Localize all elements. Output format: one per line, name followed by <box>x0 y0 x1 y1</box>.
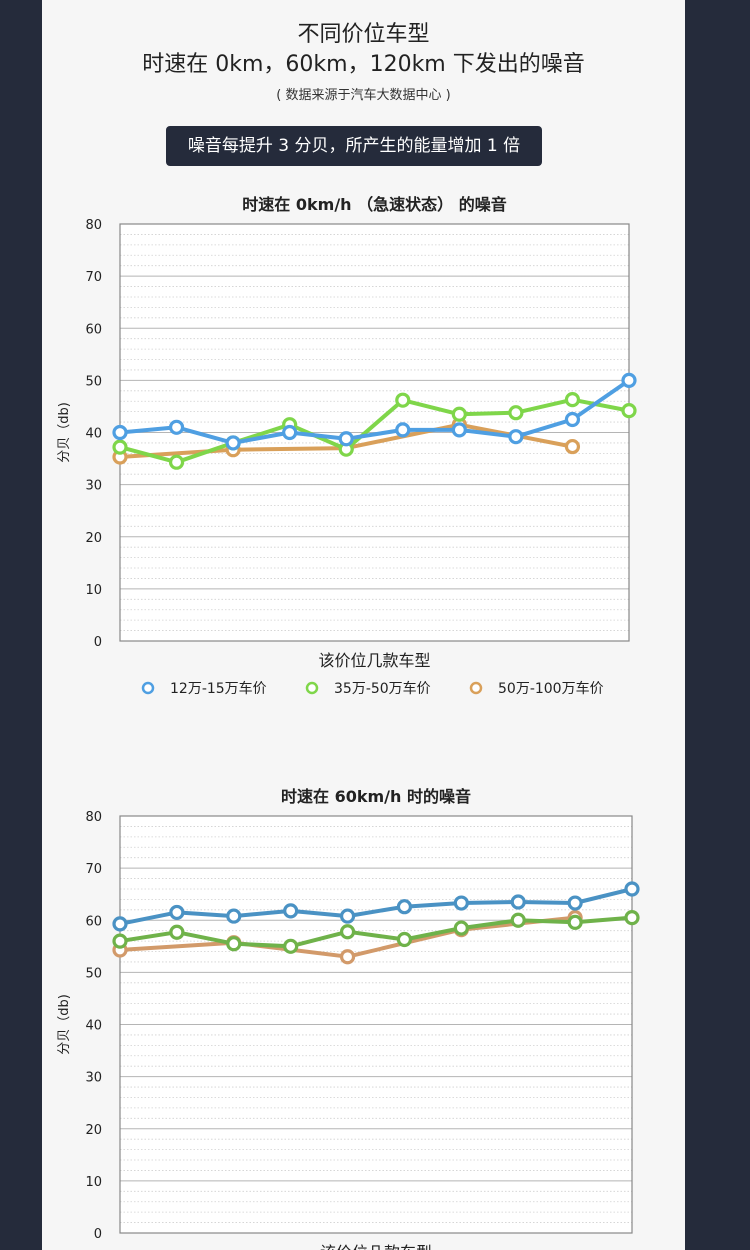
data-point <box>621 372 637 388</box>
data-point <box>567 895 583 911</box>
data-point <box>510 912 526 928</box>
y-tick-label: 70 <box>85 270 102 285</box>
data-point <box>112 916 128 932</box>
data-point <box>339 908 356 924</box>
data-point <box>112 933 128 949</box>
data-point <box>112 424 128 441</box>
y-tick-label: 80 <box>85 810 102 825</box>
data-point <box>168 419 185 435</box>
data-point <box>396 931 413 948</box>
series-line <box>119 915 633 949</box>
data-point <box>567 914 583 930</box>
x-axis-label: 该价位几款车型 <box>318 651 430 670</box>
data-point <box>508 429 524 445</box>
data-point <box>282 424 298 441</box>
y-tick-label: 40 <box>85 427 102 442</box>
data-point <box>508 405 524 421</box>
legend-label: 50万-100万车价 <box>498 680 604 697</box>
data-point <box>339 949 356 965</box>
y-tick-label: 30 <box>85 479 102 494</box>
data-point <box>339 924 356 940</box>
legend-label: 12万-15万车价 <box>170 680 267 697</box>
data-point <box>225 435 241 451</box>
data-source: ( 数据来源于汽车大数据中心 ) <box>276 88 451 103</box>
data-point <box>395 422 411 438</box>
y-tick-label: 70 <box>85 862 102 877</box>
data-point <box>564 392 581 408</box>
y-axis-label: 分贝（db) <box>57 994 72 1055</box>
data-point <box>283 903 299 919</box>
data-point <box>168 454 185 470</box>
y-tick-label: 30 <box>85 1071 102 1086</box>
y-tick-label: 0 <box>94 635 102 650</box>
y-tick-label: 20 <box>85 1123 102 1138</box>
data-point <box>453 920 469 936</box>
series-line <box>119 887 633 926</box>
data-point <box>226 936 242 952</box>
y-tick-label: 60 <box>85 914 102 929</box>
note-banner: 噪音每提升 3 分贝，所产生的能量增加 1 倍 <box>166 126 542 166</box>
data-point <box>169 924 185 940</box>
x-axis-label: 该价位几款车型 <box>320 1243 432 1250</box>
y-tick-label: 60 <box>85 322 102 337</box>
y-tick-label: 80 <box>85 218 102 233</box>
y-tick-label: 10 <box>85 583 102 598</box>
data-point <box>112 439 128 455</box>
page-title: 不同价位车型 <box>297 22 430 47</box>
legend-marker <box>305 681 319 695</box>
series-line <box>119 397 630 465</box>
data-point <box>564 411 581 428</box>
series-line <box>119 378 631 445</box>
y-axis-label: 分贝（db) <box>57 402 72 463</box>
data-point <box>624 881 640 897</box>
y-tick-label: 40 <box>85 1019 102 1034</box>
content-panel: 不同价位车型 时速在 0km，60km，120km 下发出的噪音 ( 数据来源于… <box>42 0 685 1250</box>
data-point <box>169 904 185 921</box>
chart-60kmh: 时速在 60km/h 时的噪音 0 10 20 30 40 50 60 70 80 该价位几款车型 分… <box>57 787 640 1250</box>
data-point <box>453 895 469 911</box>
data-point <box>338 431 354 447</box>
data-point <box>451 406 467 422</box>
legend-marker <box>469 681 483 695</box>
y-tick-label: 20 <box>85 531 102 546</box>
data-point <box>451 422 467 438</box>
y-tick-label: 0 <box>94 1227 102 1242</box>
data-point <box>226 908 242 924</box>
chart-0kmh: 时速在 0km/h （急速状态） 的噪音 0 10 20 30 40 50 60 70 80 该价位… <box>57 195 637 697</box>
chart-title: 时速在 60km/h 时的噪音 <box>281 787 471 806</box>
legend-label: 35万-50万车价 <box>334 680 431 697</box>
data-point <box>396 899 413 915</box>
y-tick-label: 50 <box>85 374 102 389</box>
data-point <box>395 392 411 408</box>
data-point <box>510 894 526 910</box>
data-point <box>283 938 299 954</box>
y-tick-label: 50 <box>85 966 102 981</box>
plot-border <box>119 815 633 1234</box>
data-point <box>621 403 637 419</box>
y-tick-label: 10 <box>85 1175 102 1190</box>
data-point <box>564 438 581 455</box>
chart-title: 时速在 0km/h （急速状态） 的噪音 <box>242 195 506 214</box>
page-subtitle: 时速在 0km，60km，120km 下发出的噪音 <box>142 52 585 77</box>
data-point <box>624 910 640 926</box>
legend-marker <box>141 681 155 695</box>
